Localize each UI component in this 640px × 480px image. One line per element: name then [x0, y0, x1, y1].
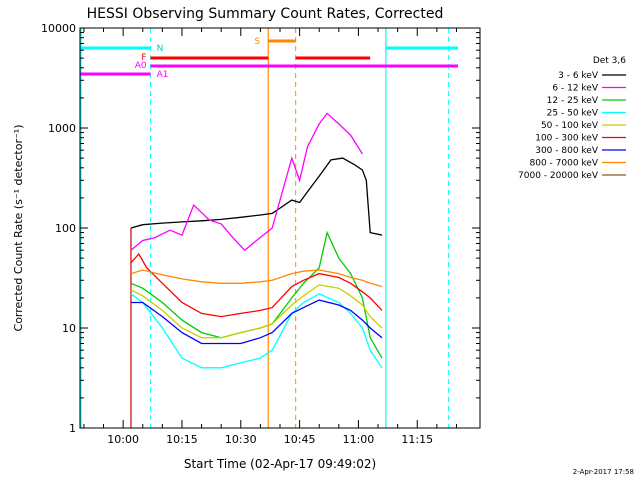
legend: Det 3,6 3 - 6 keV 6 - 12 keV 12 - 25 keV 25… [518, 56, 626, 181]
series-line-6 [130, 252, 383, 318]
series-line-4 [130, 293, 383, 369]
chart-title: HESSI Observing Summary Count Rates, Cor… [87, 6, 444, 22]
series-line-8 [130, 269, 383, 288]
attenuator-label: A0 [135, 61, 147, 71]
y-axis-label: Corrected Count Rate (s⁻¹ detector⁻¹) [12, 125, 25, 332]
legend-label: 3 - 6 keV [558, 71, 599, 81]
legend-label: 300 - 800 keV [535, 146, 599, 156]
plot-frame [79, 27, 481, 429]
x-tick-label: 11:15 [401, 433, 433, 446]
legend-label: 12 - 25 keV [547, 96, 599, 106]
legend-label: 7000 - 20000 keV [518, 171, 599, 181]
y-tick-label: 100 [55, 222, 76, 235]
night-label: N [157, 44, 164, 54]
series-line-2 [130, 112, 363, 252]
x-tick-label: 10:45 [284, 433, 316, 446]
legend-label: 800 - 7000 keV [530, 159, 599, 169]
x-tick-label: 10:15 [166, 433, 198, 446]
x-tick-label: 10:30 [225, 433, 257, 446]
flare-label: F [141, 53, 146, 63]
series-line-1 [130, 157, 383, 236]
y-tick-label: 10 [62, 322, 76, 335]
saa-label: S [255, 37, 261, 47]
legend-label: 50 - 100 keV [541, 121, 599, 131]
legend-title: Det 3,6 [593, 56, 626, 66]
y-tick-label: 10000 [41, 22, 76, 35]
legend-label: 6 - 12 keV [552, 84, 598, 94]
legend-label: 100 - 300 keV [535, 134, 599, 144]
y-tick-label: 1000 [48, 122, 76, 135]
x-tick-label: 10:00 [107, 433, 139, 446]
series-line-7 [131, 299, 383, 345]
x-tick-label: 11:00 [343, 433, 375, 446]
x-axis-label: Start Time (02-Apr-17 09:49:02) [184, 457, 376, 471]
plot-area: N F S A0 A1 1 10 100 1000 10000 10:00 10:15 10:30 10:… [41, 22, 481, 446]
attenuator-label: A1 [157, 70, 169, 80]
footer-timestamp: 2-Apr-2017 17:58 [572, 468, 634, 476]
y-tick-label: 1 [69, 422, 76, 435]
series-line-5 [130, 284, 383, 339]
legend-label: 25 - 50 keV [547, 109, 599, 119]
